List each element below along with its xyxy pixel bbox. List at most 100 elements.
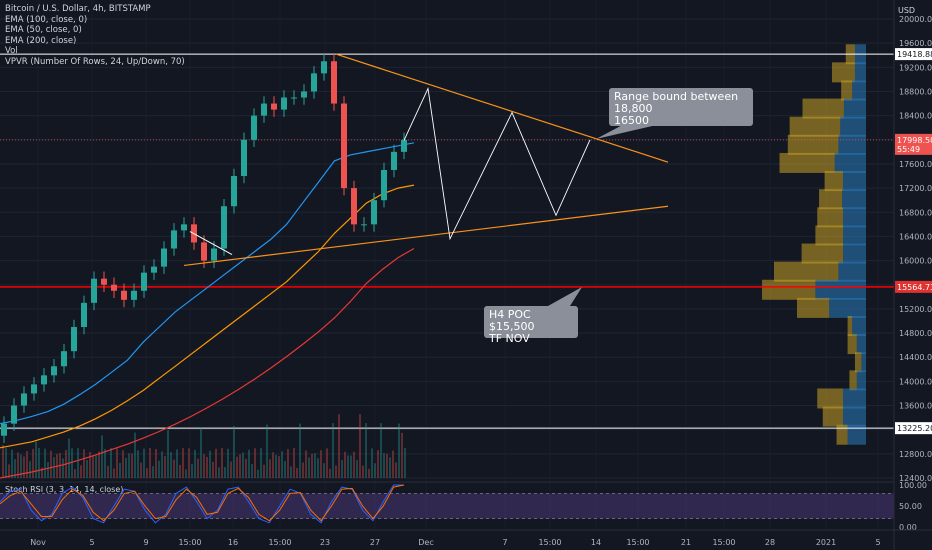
volume-bar <box>161 451 163 478</box>
vpvr-down-bar <box>856 334 866 355</box>
legend-ema100[interactable]: EMA (100, close, 0) <box>5 14 88 25</box>
volume-bar <box>23 456 25 478</box>
candle-body <box>381 169 387 201</box>
volume-bar <box>158 460 160 478</box>
candle-body <box>151 266 157 273</box>
legend-vpvr[interactable]: VPVR (Number Of Rows, 24, Up/Down, 70) <box>5 56 185 67</box>
volume-bar <box>248 449 250 478</box>
time-tick-label: 16 <box>228 538 238 547</box>
vpvr-down-bar <box>843 388 866 409</box>
volume-bar <box>170 452 172 478</box>
vpvr-up-bar <box>787 134 839 155</box>
vpvr-up-bar <box>797 297 830 318</box>
volume-bar <box>2 445 4 478</box>
legend-ema200[interactable]: EMA (200, close) <box>5 35 77 46</box>
range-callout[interactable]: Range bound between 18,800 16500 <box>609 88 753 127</box>
price-tick-label: 19600.00 <box>899 39 932 48</box>
candle-body <box>361 224 367 226</box>
volume-bar <box>146 468 148 478</box>
price-tick-label: 16000.00 <box>899 257 932 266</box>
volume-bar <box>17 452 19 478</box>
currency-label[interactable]: USD <box>898 6 916 15</box>
poc-callout[interactable]: H4 POC $15,500 TF NOV <box>484 306 578 345</box>
legend-symbol[interactable]: Bitcoin / U.S. Dollar, 4h, BITSTAMP <box>5 4 151 14</box>
volume-bar <box>263 464 265 478</box>
vpvr-down-bar <box>854 62 866 83</box>
vpvr-up-bar <box>815 225 843 246</box>
horizontal-levels[interactable] <box>0 53 894 429</box>
volume-bar <box>68 438 70 478</box>
time-tick-label: 14 <box>591 538 601 547</box>
candle-body <box>61 351 67 367</box>
volume-bar <box>278 456 280 478</box>
candle-body <box>101 278 107 285</box>
price-tick-label: 16800.00 <box>899 208 932 217</box>
price-label: 55:49 <box>897 145 920 154</box>
stoch-tick-label: 0.00 <box>899 523 917 532</box>
upper-trendline <box>335 53 669 163</box>
vpvr-down-bar <box>843 406 866 427</box>
vpvr-up-bar <box>841 80 853 101</box>
candle-body <box>21 393 27 406</box>
volume-bar <box>77 448 79 478</box>
volume-bar <box>236 456 238 478</box>
volume-bar <box>110 448 112 478</box>
volume-bar <box>29 461 31 478</box>
time-tick-label: 27 <box>370 538 380 547</box>
volume-bar <box>50 450 52 478</box>
candle-body <box>351 188 357 225</box>
volume-bar <box>140 462 142 478</box>
price-tick-label: 14400.00 <box>899 353 932 362</box>
volume-bar <box>89 451 91 478</box>
price-tick-label: 13600.00 <box>899 402 932 411</box>
candle-body <box>211 248 217 261</box>
time-tick-label: 9 <box>143 538 148 547</box>
candle-body <box>81 302 87 328</box>
candle-body <box>161 248 167 267</box>
legend-ema50[interactable]: EMA (50, close, 0) <box>5 25 82 36</box>
time-tick-label: 15:00 <box>538 538 561 547</box>
volume-bar <box>356 460 358 478</box>
vpvr-down-bar <box>829 297 866 318</box>
volume-bar <box>230 461 232 478</box>
volume-bar <box>251 464 253 478</box>
lower-trendline <box>183 205 669 267</box>
volume-bar <box>71 448 73 478</box>
volume-bar <box>227 448 229 478</box>
volume-bar <box>131 453 133 478</box>
volume-bar <box>185 469 187 478</box>
price-tick-label: 14800.00 <box>899 329 932 338</box>
candle-body <box>231 176 237 207</box>
vpvr-down-bar <box>842 189 866 210</box>
price-axis[interactable]: 20000.00 19600.00 19200.00 18800.00 18400.00… <box>893 0 932 550</box>
legend-vol[interactable]: Vol <box>5 46 18 57</box>
candle-body <box>111 284 117 291</box>
vpvr-down-bar <box>838 261 866 282</box>
volume-bar <box>287 448 289 478</box>
volume-bars <box>2 414 406 478</box>
volume-bar <box>269 459 271 478</box>
candle-body <box>341 103 347 189</box>
vpvr-down-bar <box>852 80 866 101</box>
time-axis[interactable]: Nov 5 9 15:00 16 15:00 23 27 Dec 7 15:00 14 15:00 21 1… <box>0 529 932 547</box>
vpvr-down-bar <box>843 171 866 192</box>
volume-bar <box>209 450 211 478</box>
candle-body <box>261 103 267 116</box>
candle-body <box>241 139 247 177</box>
volume-bar <box>206 456 208 478</box>
poc-callout-pointer <box>548 287 582 306</box>
vpvr-up-bar <box>817 207 843 228</box>
volume-bar <box>179 464 181 478</box>
vpvr-down-bar <box>843 243 866 264</box>
volume-bar <box>14 459 16 478</box>
price-label-box <box>895 280 932 293</box>
volume-bar <box>38 448 40 478</box>
volume-bar <box>314 453 316 478</box>
volume-bar <box>218 467 220 478</box>
volume-bar <box>98 451 100 478</box>
ema200-line <box>0 247 415 479</box>
volume-bar <box>200 427 202 478</box>
volume-bar <box>92 455 94 478</box>
candle-body <box>171 230 177 249</box>
